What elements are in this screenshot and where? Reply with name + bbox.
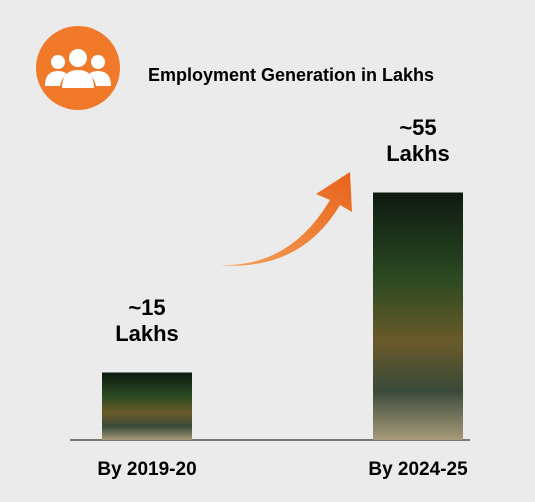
growth-arrow: [218, 172, 352, 266]
x-tick-label: By 2024-25: [368, 459, 468, 480]
x-tick-label: By 2019-20: [97, 459, 196, 480]
value-label: ~55 Lakhs: [386, 114, 450, 166]
icon: [36, 26, 120, 110]
bar: [373, 192, 463, 440]
value-label: ~15 Lakhs: [115, 294, 179, 346]
bar: [102, 372, 192, 440]
chart-title: Employment Generation in Lakhs: [148, 65, 434, 85]
